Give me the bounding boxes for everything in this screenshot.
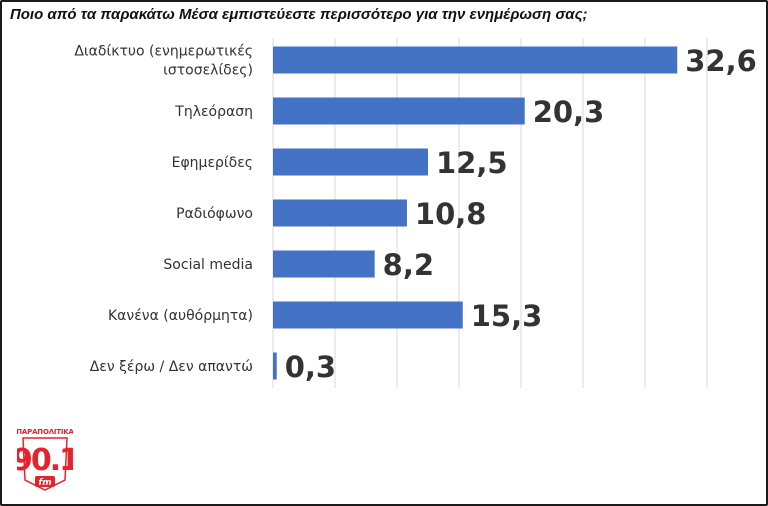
category-label: Εφημερίδες: [172, 155, 253, 171]
category-label-line: Εφημερίδες: [172, 155, 253, 171]
category-label-line: ιστοσελίδες): [163, 63, 253, 79]
value-label: 20,3: [533, 95, 605, 129]
logo-fm-tag: [35, 476, 55, 487]
chart-title: Ποιο από τα παρακάτω Μέσα εμπιστεύεστε π…: [10, 6, 588, 23]
category-label: Διαδίκτυο (ενημερωτικές ιστοσελίδες): [74, 44, 253, 79]
category-label-line: Δεν ξέρω / Δεν απαντώ: [90, 359, 253, 375]
logo-top-text: ΠΑΡΑΠΟΛΙΤΙΚΑ: [17, 428, 73, 436]
category-label-line: Κανένα (αυθόρμητα): [108, 308, 253, 324]
value-label: 8,2: [383, 248, 434, 282]
value-labels: 32,6 20,3 12,5 10,8 8,2 15,3 0,3: [285, 44, 757, 384]
category-label: Κανένα (αυθόρμητα): [108, 308, 253, 324]
category-label: Social media: [163, 257, 253, 273]
bars: [273, 46, 678, 380]
category-label-line: Social media: [163, 257, 253, 273]
category-labels: Διαδίκτυο (ενημερωτικές ιστοσελίδες) Τηλεό…: [74, 44, 253, 376]
category-label: Ραδιόφωνο: [176, 206, 253, 222]
bar: [273, 250, 375, 278]
bar: [273, 199, 407, 227]
value-label: 0,3: [285, 350, 336, 384]
bar-chart: Διαδίκτυο (ενημερωτικές ιστοσελίδες) Τηλεό…: [74, 38, 757, 388]
bar: [273, 97, 525, 125]
category-label-line: Τηλεόραση: [174, 104, 253, 120]
category-label-line: Διαδίκτυο (ενημερωτικές: [74, 44, 253, 60]
bar: [273, 301, 463, 329]
value-label: 32,6: [685, 44, 757, 78]
bar: [273, 352, 277, 380]
value-label: 12,5: [436, 146, 508, 180]
parapolitika-logo: ΠΑΡΑΠΟΛΙΤΙΚΑ 90.1 fm: [17, 428, 73, 491]
logo-number: 90.1: [17, 443, 73, 478]
category-label: Δεν ξέρω / Δεν απαντώ: [90, 359, 253, 375]
bar: [273, 148, 428, 176]
value-label: 10,8: [415, 197, 487, 231]
category-label-line: Ραδιόφωνο: [176, 206, 253, 222]
value-label: 15,3: [471, 299, 543, 333]
category-label: Τηλεόραση: [174, 104, 253, 120]
logo-fm-text: fm: [38, 478, 51, 488]
bar: [273, 46, 678, 74]
